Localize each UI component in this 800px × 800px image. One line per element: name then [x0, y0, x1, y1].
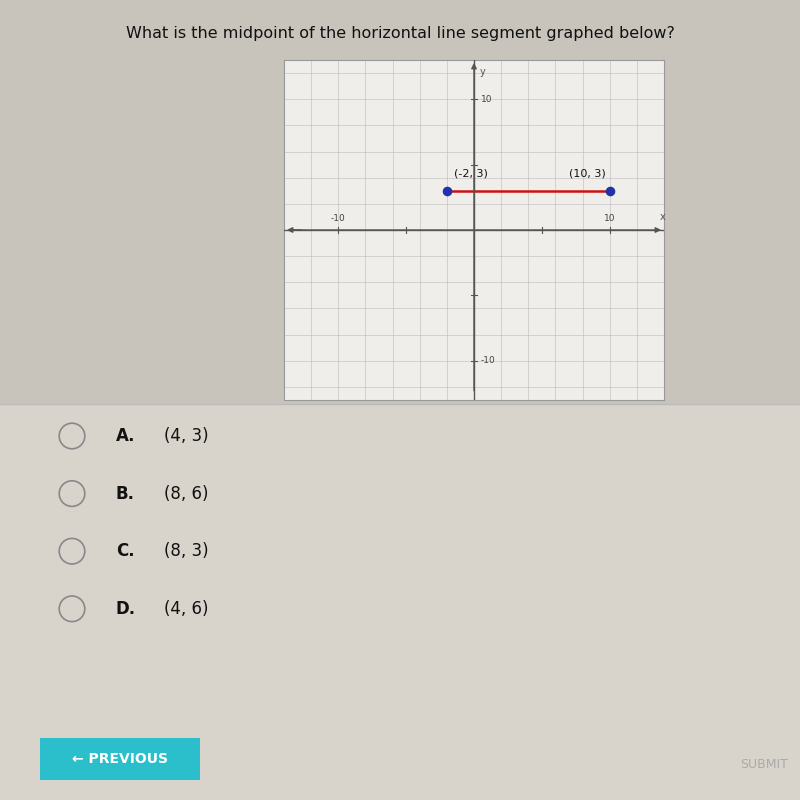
Text: B.: B. — [116, 485, 135, 502]
Text: -10: -10 — [481, 356, 495, 366]
Text: ← PREVIOUS: ← PREVIOUS — [72, 752, 168, 766]
Point — [603, 184, 616, 197]
Text: What is the midpoint of the horizontal line segment graphed below?: What is the midpoint of the horizontal l… — [126, 26, 674, 41]
Text: C.: C. — [116, 542, 134, 560]
Text: (8, 6): (8, 6) — [164, 485, 209, 502]
Text: (8, 3): (8, 3) — [164, 542, 209, 560]
Text: y: y — [479, 66, 485, 77]
Text: (10, 3): (10, 3) — [569, 169, 606, 179]
Point — [441, 184, 454, 197]
Text: (-2, 3): (-2, 3) — [454, 169, 487, 179]
Text: (4, 3): (4, 3) — [164, 427, 209, 445]
Text: 10: 10 — [604, 214, 615, 223]
Text: D.: D. — [116, 600, 136, 618]
Text: A.: A. — [116, 427, 135, 445]
Text: 10: 10 — [481, 94, 492, 104]
Text: SUBMIT: SUBMIT — [740, 758, 788, 770]
Text: -10: -10 — [331, 214, 346, 223]
Text: x: x — [660, 212, 666, 222]
Text: (4, 6): (4, 6) — [164, 600, 209, 618]
